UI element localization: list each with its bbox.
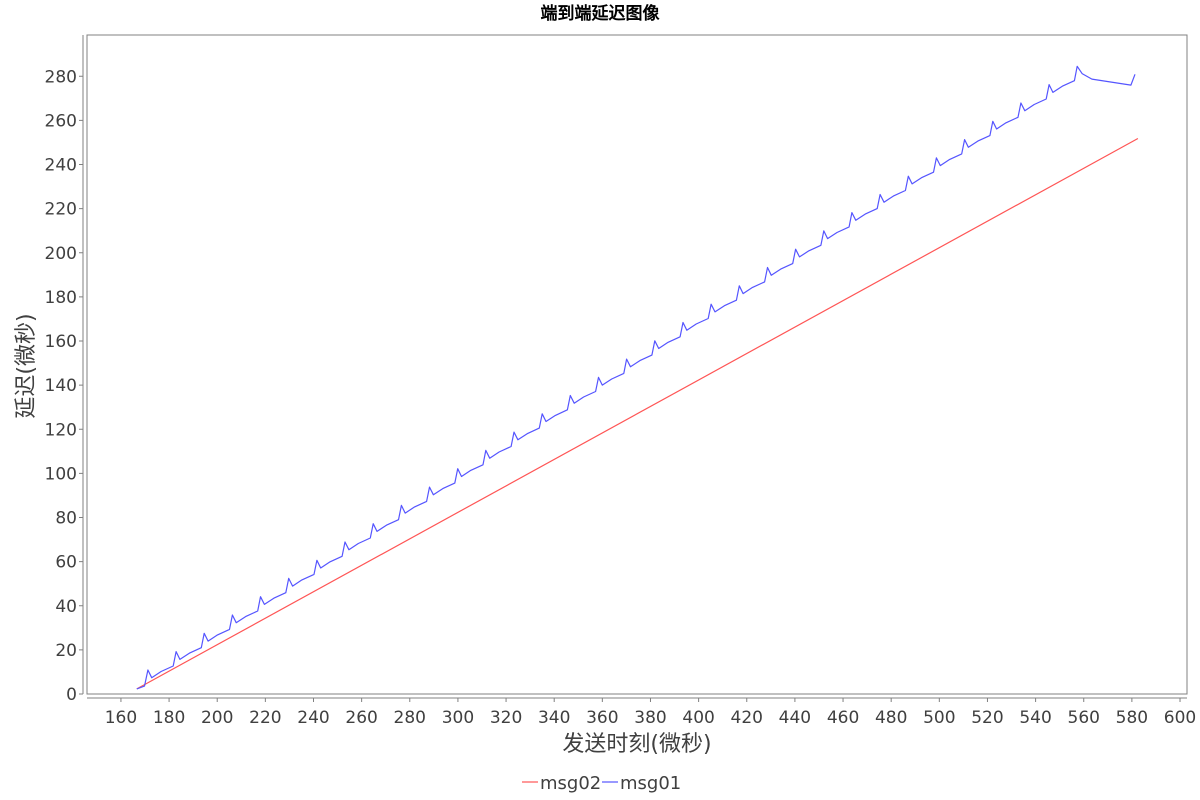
y-axis: 0 20 40 60 80 100 120 140 160 180 200 220 240 260 280 — [45, 35, 84, 705]
series-line-msg01 — [136, 65, 1136, 690]
y-tick-label: 120 — [45, 420, 77, 440]
x-tick-label: 580 — [1116, 708, 1148, 728]
x-tick-label: 460 — [827, 708, 859, 728]
x-tick-label: 300 — [442, 708, 474, 728]
x-tick-label: 540 — [1019, 708, 1051, 728]
y-tick-label: 20 — [55, 641, 77, 661]
series-line-msg02 — [136, 137, 1139, 690]
x-axis-ticks: 160 180 200 220 240 260 280 300 320 340 360 380 400 4… — [105, 698, 1196, 728]
x-tick-label: 420 — [731, 708, 763, 728]
x-tick-label: 440 — [779, 708, 811, 728]
x-tick-label: 400 — [682, 708, 714, 728]
legend-label-msg01: msg01 — [620, 773, 681, 794]
y-tick-label: 220 — [45, 200, 77, 220]
y-tick-label: 100 — [45, 464, 77, 484]
y-axis-title: 延迟(微秒) — [14, 313, 39, 418]
y-tick-label: 240 — [45, 156, 77, 176]
y-tick-label: 280 — [45, 67, 77, 87]
x-tick-label: 200 — [201, 708, 233, 728]
x-tick-label: 500 — [923, 708, 955, 728]
x-tick-label: 560 — [1068, 708, 1100, 728]
y-tick-label: 260 — [45, 111, 77, 131]
chart-title: 端到端延迟图像 — [541, 3, 661, 24]
y-tick-label: 200 — [45, 244, 77, 264]
x-tick-label: 520 — [971, 708, 1003, 728]
y-tick-label: 0 — [66, 685, 77, 705]
x-axis-title: 发送时刻(微秒) — [562, 732, 711, 757]
y-tick-label: 140 — [45, 376, 77, 396]
y-tick-label: 160 — [45, 332, 77, 352]
plot-area — [86, 34, 1188, 695]
x-tick-label: 220 — [249, 708, 281, 728]
x-axis: 160 180 200 220 240 260 280 300 320 340 360 380 400 4… — [87, 697, 1196, 728]
x-tick-label: 240 — [297, 708, 329, 728]
x-tick-label: 160 — [105, 708, 137, 728]
series-layer — [136, 65, 1139, 690]
y-axis-ticks: 0 20 40 60 80 100 120 140 160 180 200 220 240 260 280 — [45, 67, 83, 705]
y-tick-label: 180 — [45, 288, 77, 308]
x-tick-label: 260 — [345, 708, 377, 728]
x-tick-label: 180 — [153, 708, 185, 728]
x-tick-label: 600 — [1164, 708, 1196, 728]
x-tick-label: 360 — [586, 708, 618, 728]
y-tick-label: 40 — [55, 597, 77, 617]
x-tick-label: 380 — [634, 708, 666, 728]
legend: msg02 msg01 — [522, 773, 681, 794]
x-tick-label: 280 — [394, 708, 426, 728]
x-tick-label: 320 — [490, 708, 522, 728]
y-tick-label: 80 — [55, 509, 77, 529]
x-tick-label: 480 — [875, 708, 907, 728]
y-tick-label: 60 — [55, 553, 77, 573]
x-tick-label: 340 — [538, 708, 570, 728]
legend-label-msg02: msg02 — [540, 773, 601, 794]
